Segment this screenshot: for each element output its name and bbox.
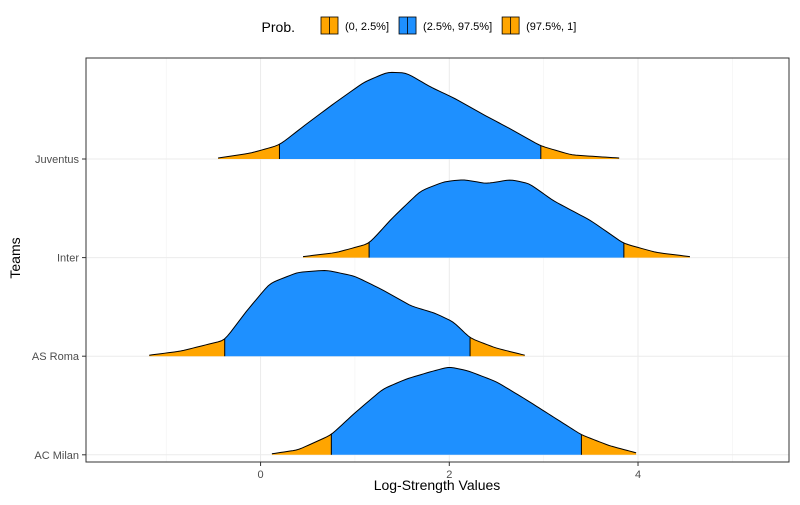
ridge-ac-milan	[271, 367, 637, 455]
ridge-lower-tail	[218, 144, 280, 159]
ridge-juventus	[218, 71, 620, 159]
y-tick-label: AS Roma	[32, 351, 80, 363]
ridge-upper-tail	[623, 242, 690, 258]
ridge-inter	[302, 179, 690, 258]
plot-area: 0 2 4 AC Milan AS Roma Inter Juventus	[32, 57, 790, 481]
ridge-outline	[149, 269, 525, 356]
ridge-center	[279, 72, 541, 159]
legend-entry: (2.5%, 97.5%]	[398, 16, 492, 35]
ridge-lower-tail	[149, 338, 225, 357]
legend-entry: (97.5%, 1]	[501, 16, 576, 35]
ridge-upper-tail	[581, 434, 637, 455]
ridge-center	[224, 270, 471, 357]
legend-entry: (0, 2.5%]	[320, 16, 389, 35]
ridge-center	[331, 367, 582, 455]
legend: Prob. (0, 2.5%] (2.5%, 97.5%] (97.5%, 1]	[262, 16, 576, 35]
ridge-lower-tail	[271, 434, 332, 455]
ridge-lower-tail	[303, 242, 370, 258]
x-axis-title: Log-Strength Values	[374, 477, 501, 493]
ridge-as-roma	[149, 269, 525, 357]
panel-border	[85, 57, 790, 463]
x-tick-label: 4	[635, 469, 641, 481]
x-tick-label: 2	[446, 469, 452, 481]
ridge-upper-tail	[470, 337, 525, 357]
y-tick-label: Inter	[57, 253, 79, 265]
ridge-upper-tail	[540, 145, 620, 159]
ridge-outline	[302, 179, 690, 258]
y-axis-title: Teams	[7, 237, 23, 278]
ridge-outline	[218, 71, 620, 159]
ridge-center	[369, 179, 624, 258]
y-tick-label: AC Milan	[34, 450, 79, 462]
legend-title: Prob.	[262, 19, 295, 35]
x-tick-label: 0	[258, 469, 264, 481]
legend-label: (97.5%, 1]	[526, 21, 576, 33]
legend-label: (0, 2.5%]	[345, 21, 389, 33]
legend-items: (0, 2.5%] (2.5%, 97.5%] (97.5%, 1]	[320, 16, 576, 35]
legend-label: (2.5%, 97.5%]	[423, 21, 492, 33]
ridge-outline	[271, 367, 637, 455]
y-tick-label: Juventus	[35, 154, 80, 166]
